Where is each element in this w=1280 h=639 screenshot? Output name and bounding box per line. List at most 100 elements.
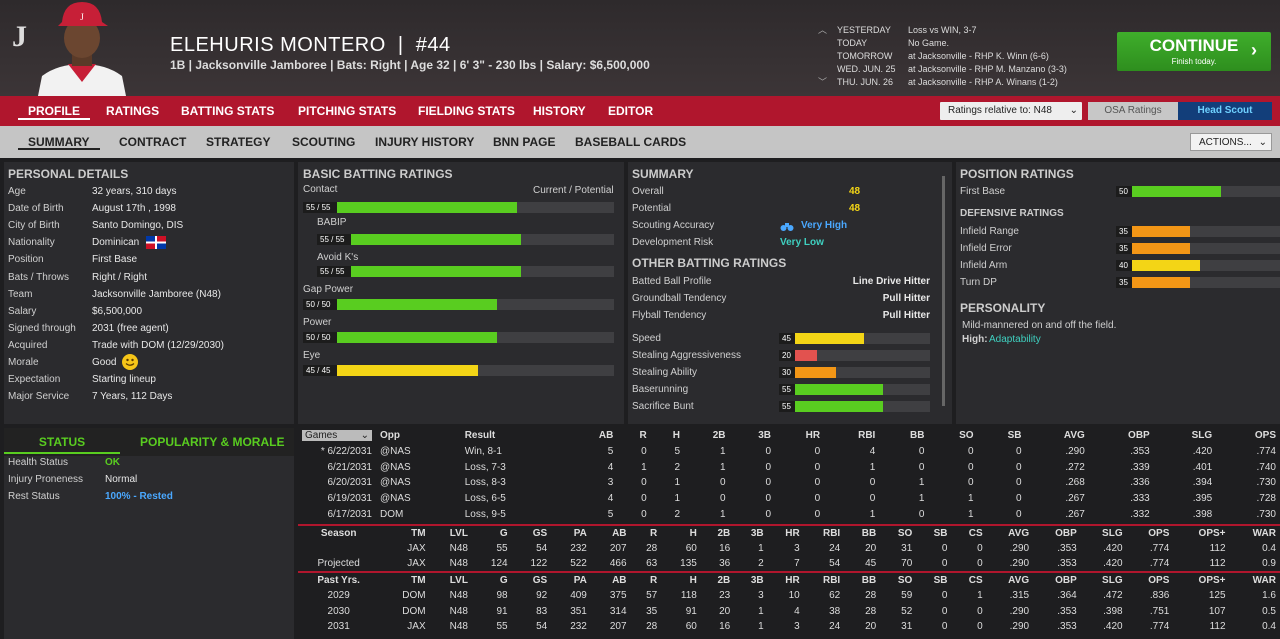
col-header[interactable]: SO [880,571,917,588]
osa-ratings-toggle[interactable]: OSA Ratings [1088,102,1178,120]
col-header[interactable]: AVG [1063,430,1085,442]
subtab-baseball-cards[interactable]: BASEBALL CARDS [575,135,687,149]
game-row[interactable]: 6/20/2031 @NAS Loss, 8-3 3 0 1 0 0 0 0 1 0 0 .268 .336… [298,475,1280,491]
col-header[interactable]: SB [916,571,952,588]
subtab-strategy[interactable]: STRATEGY [206,135,271,149]
schedule-row[interactable]: TODAY No Game. [837,38,950,48]
col-header[interactable]: AVG [986,524,1034,541]
col-header[interactable]: OBP [1128,430,1150,442]
col-header[interactable]: SLG [1080,524,1127,541]
tab-ratings[interactable]: RATINGS [106,104,160,118]
col-header[interactable]: 2B [712,430,726,442]
col-header[interactable]: HR [805,430,821,442]
col-header[interactable]: 3B [734,571,768,588]
stats-row[interactable]: JAX N48 55 54 232 207 28 60 16 1 3 24 20 31 0 0 .290 .353… [298,541,1280,557]
col-header[interactable]: OPS+ [1173,524,1230,541]
col-header[interactable]: OBP [1033,571,1081,588]
col-header[interactable]: HR [767,571,804,588]
game-row[interactable]: 6/19/2031 @NAS Loss, 6-5 4 0 1 0 0 0 0 1 1 0 .267 .333… [298,491,1280,507]
col-header[interactable]: LVL [429,524,472,541]
col-header[interactable]: G [471,524,512,541]
col-header[interactable]: H [661,571,701,588]
status-tab[interactable]: STATUS [4,434,120,454]
col-header[interactable]: Season [298,524,380,541]
games-select[interactable]: Games ⌄ [302,430,372,442]
col-header[interactable]: CS [951,524,987,541]
col-header[interactable]: R [630,524,662,541]
schedule-row[interactable]: ﹀ THU. JUN. 26 at Jacksonville - RHP A. Wi… [818,77,1058,87]
tab-batting-stats[interactable]: BATTING STATS [181,104,275,118]
col-header[interactable]: AB [590,524,631,541]
col-header[interactable]: GS [511,524,552,541]
tab-fielding-stats[interactable]: FIELDING STATS [418,104,515,118]
schedule-row[interactable]: ︿ YESTERDAY Loss vs WIN, 3-7 [818,25,977,35]
col-header[interactable]: R [639,430,647,442]
col-header[interactable]: Past Yrs. [298,571,380,588]
col-header[interactable]: H [661,524,701,541]
col-header[interactable]: 3B [758,430,771,442]
col-header[interactable]: CS [951,571,987,588]
col-header[interactable]: Opp [380,430,400,442]
col-header[interactable]: SO [959,430,974,442]
col-header[interactable]: HR [767,524,804,541]
game-row[interactable]: 6/17/2031 DOM Loss, 9-5 5 0 2 1 0 0 1 0 1 0 .267 .332.… [298,506,1280,522]
col-header[interactable]: TM [379,571,430,588]
schedule-row[interactable]: WED. JUN. 25 at Jacksonville - RHP M. Man… [837,64,1067,74]
col-header[interactable]: OPS [1126,571,1174,588]
game-row[interactable]: 6/21/2031 @NAS Loss, 7-3 4 1 2 1 0 0 1 0 0 0 .272 .339… [298,459,1280,475]
col-header[interactable]: TM [379,524,430,541]
col-header[interactable]: RBI [803,524,845,541]
tab-history[interactable]: HISTORY [533,104,586,118]
col-header[interactable]: RBI [858,430,876,442]
stats-row[interactable]: 2030 DOM N48 91 83 351 314 35 91 20 1 4 38 28 52 0 0 .290… [298,603,1280,619]
col-header[interactable]: OBP [1033,524,1081,541]
col-header[interactable]: OPS [1254,430,1276,442]
col-header[interactable]: SLG [1191,430,1213,442]
subtab-contract[interactable]: CONTRACT [119,135,187,149]
subtab-summary[interactable]: SUMMARY [18,126,100,150]
col-header[interactable]: SO [880,524,917,541]
actions-dropdown[interactable]: ACTIONS... ⌄ [1190,133,1272,151]
col-header[interactable]: H [672,430,680,442]
col-header[interactable]: OPS [1126,524,1174,541]
col-header[interactable]: LVL [429,571,472,588]
tab-pitching-stats[interactable]: PITCHING STATS [298,104,397,118]
col-header[interactable]: OPS+ [1173,571,1230,588]
col-header[interactable]: AVG [986,571,1034,588]
col-header[interactable]: PA [551,571,591,588]
game-row[interactable]: * 6/22/2031 @NAS Win, 8-1 5 0 5 1 0 0 4 0 0 0.290.35… [298,444,1280,460]
subtab-injury-history[interactable]: INJURY HISTORY [375,135,475,149]
col-header[interactable]: 2B [700,524,735,541]
col-header[interactable]: BB [910,430,925,442]
continue-button[interactable]: CONTINUE Finish today. › [1117,32,1271,71]
popularity-morale-tab[interactable]: POPULARITY & MORALE [140,435,285,449]
stats-row[interactable]: Projected JAX N48 124 122 522 466 63 135 36 2 7 54 45… [298,556,1280,572]
stats-row[interactable]: 2029 DOM N48 98 92 409 375 57 118 23 3 10 62 28 59 0 1 .3… [298,588,1280,604]
col-header[interactable]: G [471,571,512,588]
schedule-row[interactable]: TOMORROW at Jacksonville - RHP K. Winn (6… [837,51,1049,61]
col-header[interactable]: BB [844,571,881,588]
ratings-relative-select[interactable]: Ratings relative to: N48 ⌄ [940,102,1082,120]
col-header[interactable]: BB [844,524,881,541]
scrollbar-thumb[interactable] [942,176,945,406]
col-header[interactable]: R [630,571,662,588]
scroll-down-icon[interactable]: ﹀ [818,77,828,87]
col-header[interactable]: AB [590,571,631,588]
col-header[interactable]: 2B [700,571,735,588]
subtab-bnn-page[interactable]: BNN PAGE [493,135,556,149]
subtab-scouting[interactable]: SCOUTING [292,135,356,149]
head-scout-toggle[interactable]: Head Scout [1178,102,1272,120]
col-header[interactable]: WAR [1229,524,1280,541]
col-header[interactable]: SB [1007,430,1022,442]
tab-editor[interactable]: EDITOR [608,104,654,118]
col-header[interactable]: 3B [734,524,768,541]
col-header[interactable]: PA [551,524,591,541]
col-header[interactable]: GS [511,571,552,588]
col-header[interactable]: WAR [1229,571,1280,588]
summary-scrollbar[interactable] [941,166,946,420]
tab-profile[interactable]: PROFILE [18,96,91,120]
scroll-up-icon[interactable]: ︿ [818,25,828,35]
stats-row[interactable]: 2031 JAX N48 55 54 232 207 28 60 16 1 3 24 20 31 0 0.290… [298,619,1280,635]
col-header[interactable]: AB [598,430,614,442]
col-header[interactable]: SLG [1080,571,1127,588]
